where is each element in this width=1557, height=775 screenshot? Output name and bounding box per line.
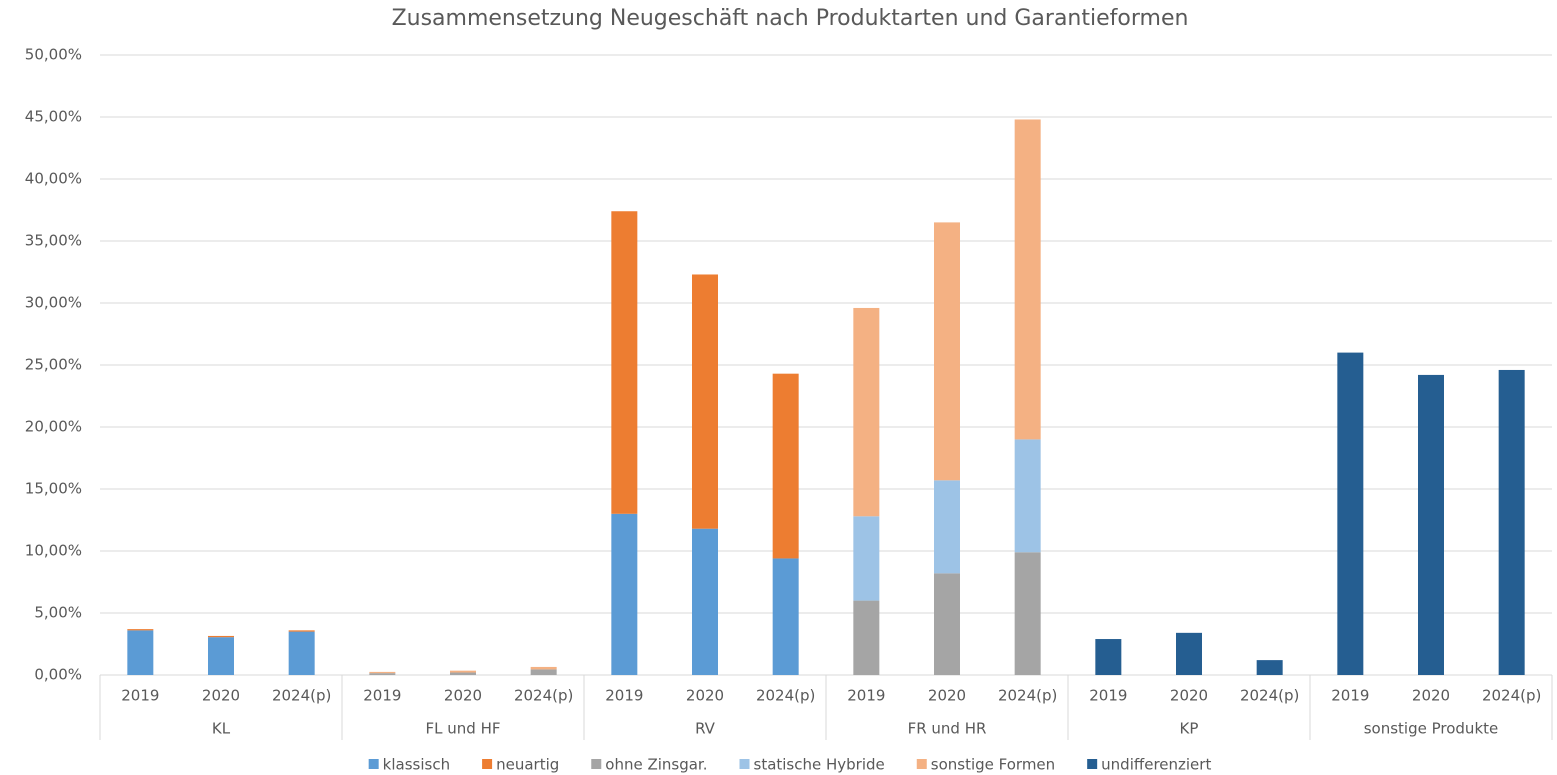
y-tick-label: 35,00% — [25, 232, 82, 250]
x-tick-label: 2020 — [202, 687, 240, 705]
x-tick-label: 2020 — [1170, 687, 1208, 705]
x-tick-label: 2019 — [363, 687, 401, 705]
x-tick-label: 2024(p) — [272, 687, 331, 705]
bar-segment — [208, 635, 234, 638]
y-tick-label: 20,00% — [25, 418, 82, 436]
x-tick-label: 2024(p) — [1482, 687, 1541, 705]
legend-label: neuartig — [496, 756, 559, 774]
x-tick-label: 2019 — [847, 687, 885, 705]
y-tick-label: 25,00% — [25, 356, 82, 374]
bar-segment — [288, 631, 315, 675]
legend-label: ohne Zinsgar. — [605, 756, 707, 774]
legend-swatch — [482, 759, 493, 769]
x-tick-label: 2024(p) — [514, 687, 573, 705]
group-label: sonstige Produkte — [1364, 720, 1499, 738]
y-tick-label: 10,00% — [25, 542, 82, 560]
bar-segment — [1176, 632, 1202, 675]
x-tick-label: 2019 — [1331, 687, 1369, 705]
bar-segment — [127, 629, 154, 631]
y-tick-label: 5,00% — [34, 604, 82, 622]
group-label: KP — [1180, 720, 1199, 738]
x-tick-label: 2020 — [686, 687, 724, 705]
x-tick-label: 2019 — [121, 687, 159, 705]
bar-segment — [934, 222, 960, 481]
bar-segment — [450, 670, 476, 673]
bar-segment — [288, 630, 315, 632]
bar-segment — [127, 630, 154, 675]
bar-segment — [934, 573, 960, 675]
group-label: FL und HF — [426, 720, 501, 738]
bar-segment — [853, 600, 880, 675]
legend-swatch — [1087, 759, 1098, 769]
bar-segment — [369, 673, 396, 675]
y-tick-label: 40,00% — [25, 170, 82, 188]
bar-segment — [772, 558, 799, 675]
group-label: KL — [212, 720, 231, 738]
bar-segment — [1014, 119, 1041, 440]
x-tick-label: 2020 — [444, 687, 482, 705]
legend-label: sonstige Formen — [931, 756, 1055, 774]
legend-swatch — [916, 759, 927, 769]
x-tick-label: 2019 — [605, 687, 643, 705]
bar-segment — [1014, 552, 1041, 675]
bar-segment — [208, 637, 234, 675]
bar-segment — [853, 307, 880, 517]
bar-segment — [611, 211, 638, 514]
group-label: FR und HR — [908, 720, 987, 738]
bar-segment — [530, 666, 557, 670]
bar-segment — [450, 672, 476, 675]
legend-swatch — [591, 759, 602, 769]
bar-segment — [1095, 639, 1122, 675]
y-tick-label: 50,00% — [25, 46, 82, 64]
bar-segment — [772, 373, 799, 559]
legend-label: undifferenziert — [1101, 756, 1211, 774]
x-tick-label: 2024(p) — [998, 687, 1057, 705]
bar-segment — [1498, 369, 1525, 675]
legend-label: statische Hybride — [754, 756, 885, 774]
legend-label: klassisch — [383, 756, 450, 774]
bar-segment — [692, 528, 718, 675]
y-tick-label: 15,00% — [25, 480, 82, 498]
y-tick-label: 45,00% — [25, 108, 82, 126]
x-tick-label: 2024(p) — [1240, 687, 1299, 705]
x-tick-label: 2019 — [1089, 687, 1127, 705]
bar-segment — [853, 516, 880, 601]
bar-segment — [692, 274, 718, 529]
bar-segment — [530, 669, 557, 675]
y-tick-label: 30,00% — [25, 294, 82, 312]
legend-swatch — [739, 759, 750, 769]
chart-title: Zusammensetzung Neugeschäft nach Produkt… — [392, 6, 1189, 31]
bar-segment — [1418, 374, 1444, 675]
bar-segment — [1337, 352, 1364, 675]
x-tick-label: 2020 — [928, 687, 966, 705]
bar-segment — [1256, 660, 1283, 675]
bar-segment — [934, 480, 960, 574]
y-tick-label: 0,00% — [34, 666, 82, 684]
bar-segment — [369, 671, 396, 674]
x-tick-label: 2020 — [1412, 687, 1450, 705]
bar-segment — [1014, 439, 1041, 553]
bar-segment — [611, 513, 638, 675]
legend-swatch — [368, 759, 379, 769]
x-tick-label: 2024(p) — [756, 687, 815, 705]
group-label: RV — [695, 720, 716, 738]
